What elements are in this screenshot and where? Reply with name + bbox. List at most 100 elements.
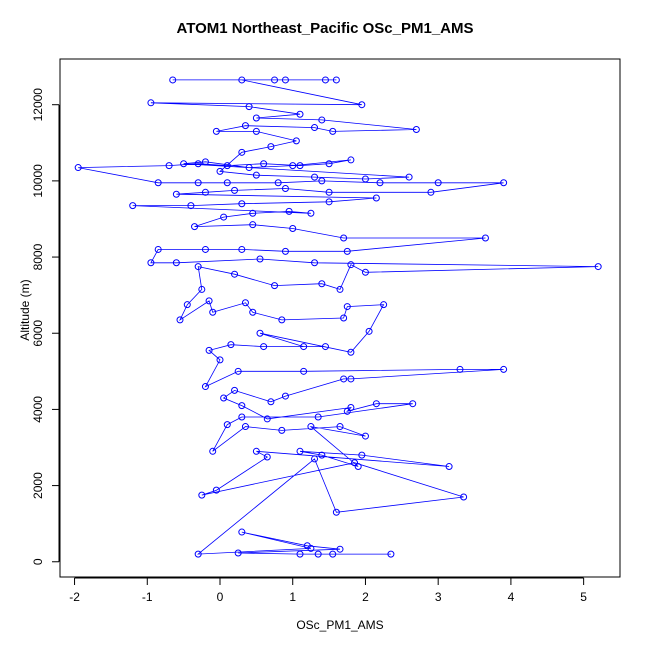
data-point	[358, 451, 366, 459]
data-point	[252, 127, 260, 135]
series-point-group	[74, 76, 602, 558]
data-point	[445, 463, 453, 471]
data-point	[220, 213, 228, 221]
data-point	[296, 110, 304, 118]
data-point	[380, 301, 388, 309]
data-point	[336, 285, 344, 293]
data-point	[332, 76, 340, 84]
data-point	[296, 550, 304, 558]
data-point	[220, 394, 228, 402]
data-point	[198, 285, 206, 293]
data-point	[216, 167, 224, 175]
data-point	[212, 486, 220, 494]
data-point	[500, 365, 508, 373]
data-point	[285, 207, 293, 215]
data-point	[194, 160, 202, 168]
data-point	[263, 453, 271, 461]
data-point	[256, 329, 264, 337]
data-point	[321, 76, 329, 84]
data-point	[238, 245, 246, 253]
data-point	[238, 402, 246, 410]
data-point	[314, 413, 322, 421]
data-point	[387, 550, 395, 558]
data-point	[343, 303, 351, 311]
data-point	[212, 127, 220, 135]
data-point	[372, 194, 380, 202]
data-point	[241, 423, 249, 431]
data-point	[296, 162, 304, 170]
data-point	[238, 76, 246, 84]
chart-title: ATOM1 Northeast_Pacific OSc_PM1_AMS	[176, 20, 474, 37]
data-point	[376, 179, 384, 187]
data-point	[231, 270, 239, 278]
data-point	[434, 179, 442, 187]
y-tick-label: 10000	[31, 164, 45, 198]
data-point	[347, 348, 355, 356]
data-point	[329, 127, 337, 135]
data-point	[289, 224, 297, 232]
data-point	[311, 173, 319, 181]
data-point	[194, 179, 202, 187]
data-point	[271, 282, 279, 290]
data-point	[180, 160, 188, 168]
y-tick-label: 2000	[31, 472, 45, 499]
data-point	[245, 164, 253, 172]
x-tick-label: 2	[362, 590, 369, 604]
data-point	[307, 544, 315, 552]
data-point	[296, 447, 304, 455]
data-point	[460, 493, 468, 501]
x-tick-label: -1	[142, 590, 153, 604]
y-tick-label: 6000	[31, 320, 45, 347]
data-point	[307, 423, 315, 431]
data-point	[129, 202, 137, 210]
data-point	[191, 223, 199, 231]
data-point	[343, 247, 351, 255]
data-point	[245, 103, 253, 111]
data-point	[154, 245, 162, 253]
data-point	[205, 346, 213, 354]
data-point	[307, 209, 315, 217]
data-point	[183, 301, 191, 309]
data-point	[205, 297, 213, 305]
data-point	[194, 550, 202, 558]
data-point	[172, 259, 180, 267]
data-point	[325, 198, 333, 206]
data-point	[281, 247, 289, 255]
data-point	[409, 400, 417, 408]
data-point	[427, 188, 435, 196]
data-point	[223, 421, 231, 429]
data-point	[176, 316, 184, 324]
data-point	[238, 148, 246, 156]
data-point	[249, 308, 257, 316]
data-point	[361, 268, 369, 276]
data-point	[311, 259, 319, 267]
data-point	[340, 234, 348, 242]
y-tick-label: 4000	[31, 396, 45, 423]
data-point	[318, 116, 326, 124]
data-point	[201, 245, 209, 253]
data-point	[351, 459, 359, 467]
data-point	[311, 124, 319, 132]
data-point	[340, 375, 348, 383]
x-tick-label: 5	[580, 590, 587, 604]
data-point	[336, 423, 344, 431]
data-point	[263, 415, 271, 423]
y-tick-label: 0	[31, 558, 45, 565]
x-axis: -2 -1 0 1 2 3 4 5	[69, 577, 587, 604]
data-point	[238, 200, 246, 208]
data-point	[74, 164, 82, 172]
data-point	[358, 101, 366, 109]
data-point	[289, 162, 297, 170]
data-point	[281, 76, 289, 84]
data-point	[241, 299, 249, 307]
data-point	[500, 179, 508, 187]
data-point	[336, 545, 344, 553]
data-point	[231, 386, 239, 394]
data-point	[154, 179, 162, 187]
data-point	[347, 156, 355, 164]
data-point	[271, 76, 279, 84]
data-point	[594, 263, 602, 271]
data-point	[234, 367, 242, 375]
data-point	[147, 99, 155, 107]
